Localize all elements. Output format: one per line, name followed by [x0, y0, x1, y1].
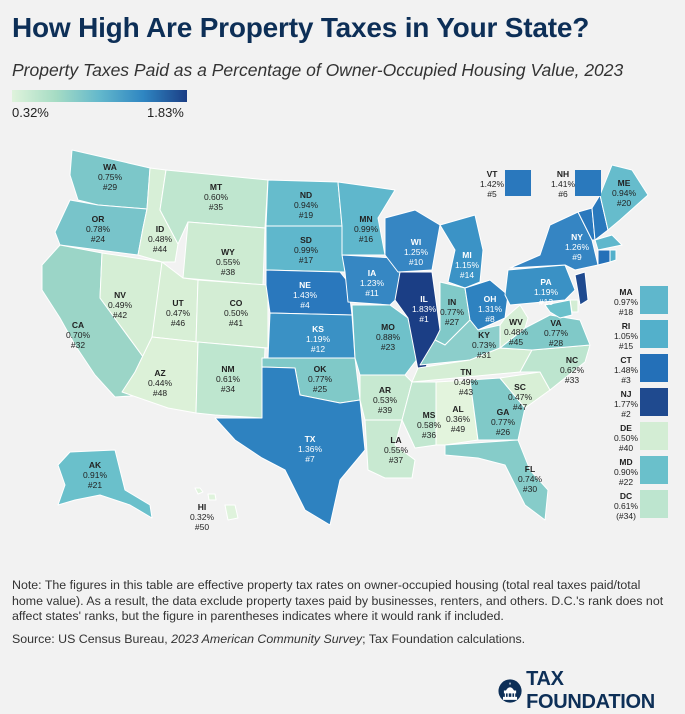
state-MA[interactable] — [594, 234, 623, 251]
source-suffix: ; Tax Foundation calculations. — [362, 632, 526, 646]
state-label-in: IN 0.77% #27 — [440, 297, 465, 327]
state-label-sc: SC 0.47% #47 — [508, 382, 533, 412]
state-label-mt: MT 0.60% #35 — [204, 182, 229, 212]
capitol-dome-icon — [498, 679, 522, 703]
state-label-ny: NY 1.26% #9 — [565, 232, 590, 262]
state-label-wa: WA 0.75% #29 — [98, 162, 123, 192]
state-label-ar: AR 0.53% #39 — [373, 385, 398, 415]
state-FL[interactable] — [444, 439, 549, 521]
state-label-ia: IA 1.23% #11 — [360, 268, 385, 298]
sidebar-swatches — [640, 286, 668, 518]
sidebar-label-de: DE 0.50% #40 — [614, 423, 639, 453]
state-label-ne: NE 1.43% #4 — [293, 280, 318, 310]
state-label-ga: GA 0.77% #26 — [491, 407, 516, 437]
vt-callout-box — [505, 170, 531, 196]
brand-name: TAX FOUNDATION — [526, 668, 655, 713]
state-label-va: VA 0.77% #28 — [544, 318, 569, 348]
state-label-oh: OH 1.31% #8 — [478, 294, 503, 324]
state-MS[interactable] — [401, 381, 437, 449]
state-MD[interactable] — [544, 299, 573, 319]
state-label-nv: NV 0.49% #42 — [108, 290, 133, 320]
sidebar-label-ri: RI 1.05% #15 — [614, 321, 639, 351]
state-label-mn: MN 0.99% #16 — [354, 214, 379, 244]
state-label-id: ID 0.48% #44 — [148, 224, 173, 254]
state-RI[interactable] — [609, 249, 617, 263]
page-subtitle: Property Taxes Paid as a Percentage of O… — [12, 60, 624, 80]
state-label-wv: WV 0.48% #45 — [504, 317, 529, 347]
state-label-ok: OK 0.77% #25 — [308, 364, 333, 394]
state-label-nm: NM 0.61% #34 — [216, 364, 241, 394]
state-label-mo: MO 0.88% #23 — [376, 322, 401, 352]
state-labels: WA 0.75% #29 OR 0.78% #24 CA 0.70% #32 NV 0.49% #42… — [66, 162, 639, 532]
state-label-ky: KY 0.73% #31 — [472, 330, 497, 360]
color-legend-bar — [12, 90, 187, 102]
state-label-mi: MI 1.15% #14 — [455, 250, 480, 280]
state-WV[interactable] — [499, 304, 529, 349]
de-swatch — [640, 422, 668, 450]
state-LA[interactable] — [364, 419, 416, 479]
nj-swatch — [640, 388, 668, 416]
state-label-co: CO 0.50% #41 — [224, 298, 249, 328]
northeast-callouts — [505, 170, 601, 196]
sidebar-label-ma: MA 0.97% #18 — [614, 287, 639, 317]
state-label-ms: MS 0.58% #36 — [417, 410, 442, 440]
state-ME[interactable] — [599, 164, 649, 231]
state-label-wy: WY 0.55% #38 — [216, 247, 241, 277]
ri-swatch — [640, 320, 668, 348]
state-label-sd: SD 0.99% #17 — [294, 235, 319, 265]
md-swatch — [640, 456, 668, 484]
state-label-ca: CA 0.70% #32 — [66, 320, 91, 350]
state-NJ[interactable] — [574, 271, 589, 306]
state-MO[interactable] — [351, 304, 419, 376]
footnote: Note: The figures in this table are effe… — [12, 578, 664, 623]
state-label-ak: AK 0.91% #21 — [83, 460, 108, 490]
tax-foundation-logo: TAX FOUNDATION — [498, 668, 685, 714]
legend-max-label: 1.83% — [147, 105, 184, 120]
source-line: Source: US Census Bureau, 2023 American … — [12, 632, 525, 646]
state-label-la: LA 0.55% #37 — [384, 435, 409, 465]
state-label-az: AZ 0.44% #48 — [148, 368, 173, 398]
state-GA[interactable] — [469, 377, 526, 441]
state-HI-islands-2 — [207, 493, 217, 501]
state-label-tn: TN 0.49% #43 — [454, 367, 479, 397]
state-label-wi: WI 1.25% #10 — [404, 237, 429, 267]
state-label-il: IL 1.83% #1 — [412, 294, 437, 324]
state-label-hi: HI 0.32% #50 — [190, 502, 215, 532]
state-label-or: OR 0.78% #24 — [86, 214, 111, 244]
state-CT[interactable] — [597, 249, 611, 266]
page-title: How High Are Property Taxes in Your Stat… — [12, 12, 590, 43]
state-WI[interactable] — [384, 209, 441, 273]
sidebar-label-nj: NJ 1.77% #2 — [614, 389, 639, 419]
state-AK[interactable] — [57, 449, 153, 519]
state-HI[interactable] — [224, 504, 239, 521]
state-label-nh: NH 1.41% #6 — [551, 169, 576, 199]
state-NM[interactable] — [195, 341, 266, 419]
state-label-fl: FL 0.74% #30 — [518, 464, 543, 494]
sidebar-label-ct: CT 1.48% #3 — [614, 355, 639, 385]
state-label-nc: NC 0.62% #33 — [560, 355, 585, 385]
state-label-tx: TX 1.36% #7 — [298, 434, 323, 464]
state-TX[interactable] — [214, 366, 366, 526]
state-AL[interactable] — [435, 379, 479, 446]
state-label-nd: ND 0.94% #19 — [294, 190, 319, 220]
state-label-me: ME 0.94% #20 — [612, 178, 637, 208]
state-label-pa: PA 1.19% #13 — [534, 277, 559, 307]
state-label-ks: KS 1.19% #12 — [306, 324, 331, 354]
sidebar-label-md: MD 0.90% #22 — [614, 457, 639, 487]
legend-min-label: 0.32% — [12, 105, 49, 120]
dc-swatch — [640, 490, 668, 518]
state-label-vt: VT 1.42% #5 — [480, 169, 505, 199]
source-prefix: Source: US Census Bureau, — [12, 632, 172, 646]
source-survey: 2023 American Community Survey — [171, 632, 363, 646]
state-HI-islands — [194, 487, 204, 495]
ma-swatch — [640, 286, 668, 314]
nh-callout-box — [575, 170, 601, 196]
state-MI[interactable] — [439, 214, 484, 289]
ct-swatch — [640, 354, 668, 382]
state-label-al: AL 0.36% #49 — [446, 404, 471, 434]
sidebar-label-dc: DC 0.61% (#34) — [614, 491, 639, 521]
state-label-ut: UT 0.47% #46 — [166, 298, 191, 328]
